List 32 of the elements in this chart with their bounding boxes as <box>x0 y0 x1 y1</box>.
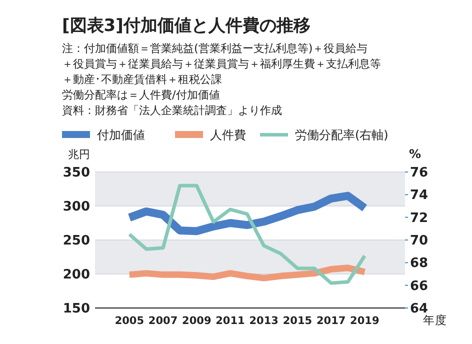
y2-tick-label: 68 <box>410 256 428 272</box>
x-tick-label: 2009 <box>182 315 212 327</box>
legend-label: 付加価値 <box>96 128 145 142</box>
y-tick-label: 300 <box>62 200 90 215</box>
x-tick-label: 2017 <box>316 315 346 327</box>
y-tick-label: 250 <box>62 234 90 249</box>
legend-label: 人件費 <box>210 128 246 142</box>
y2-tick-label: 72 <box>410 210 428 226</box>
x-tick-label: 2013 <box>249 315 278 327</box>
y2-tick-label: 76 <box>410 166 428 181</box>
text: 労働分配率は＝人件費/付加価値 <box>62 88 220 102</box>
chart-title: [図表3]付加価値と人件費の推移 <box>62 16 310 36</box>
line-series <box>128 184 366 285</box>
x-tick-label: 2015 <box>282 315 312 327</box>
y2-tick-label: 74 <box>410 188 428 204</box>
text: ＋動産･不動産賃借料＋租税公課 <box>62 73 222 86</box>
legend-label: 労働分配率(右軸) <box>295 128 388 142</box>
y-axis-title: 兆円 <box>68 148 90 161</box>
y2-axis-title: % <box>409 147 422 161</box>
text: ＋役員賞与＋従業員給与＋従業員賞与＋福利厚生費＋支払利息等 <box>62 58 381 70</box>
x-tick-label: 2019 <box>350 315 380 327</box>
y-tick-label: 350 <box>62 166 90 181</box>
text: 資料：財務省「法人企業統計調査」より作成 <box>62 104 282 117</box>
x-tick-label: 2005 <box>114 315 144 327</box>
y2-tick-label: 70 <box>410 234 428 249</box>
y-tick-label: 200 <box>62 268 90 283</box>
text: 注：付加価値額＝営業純益(営業利益ー支払利息等)＋役員給与 <box>62 42 368 55</box>
y-tick-label: 150 <box>62 302 90 317</box>
x-tick-label: 2007 <box>148 315 178 327</box>
x-tick-label: 2011 <box>216 315 245 327</box>
x-axis-title: 年度 <box>423 313 447 327</box>
y2-tick-label: 66 <box>410 278 428 294</box>
